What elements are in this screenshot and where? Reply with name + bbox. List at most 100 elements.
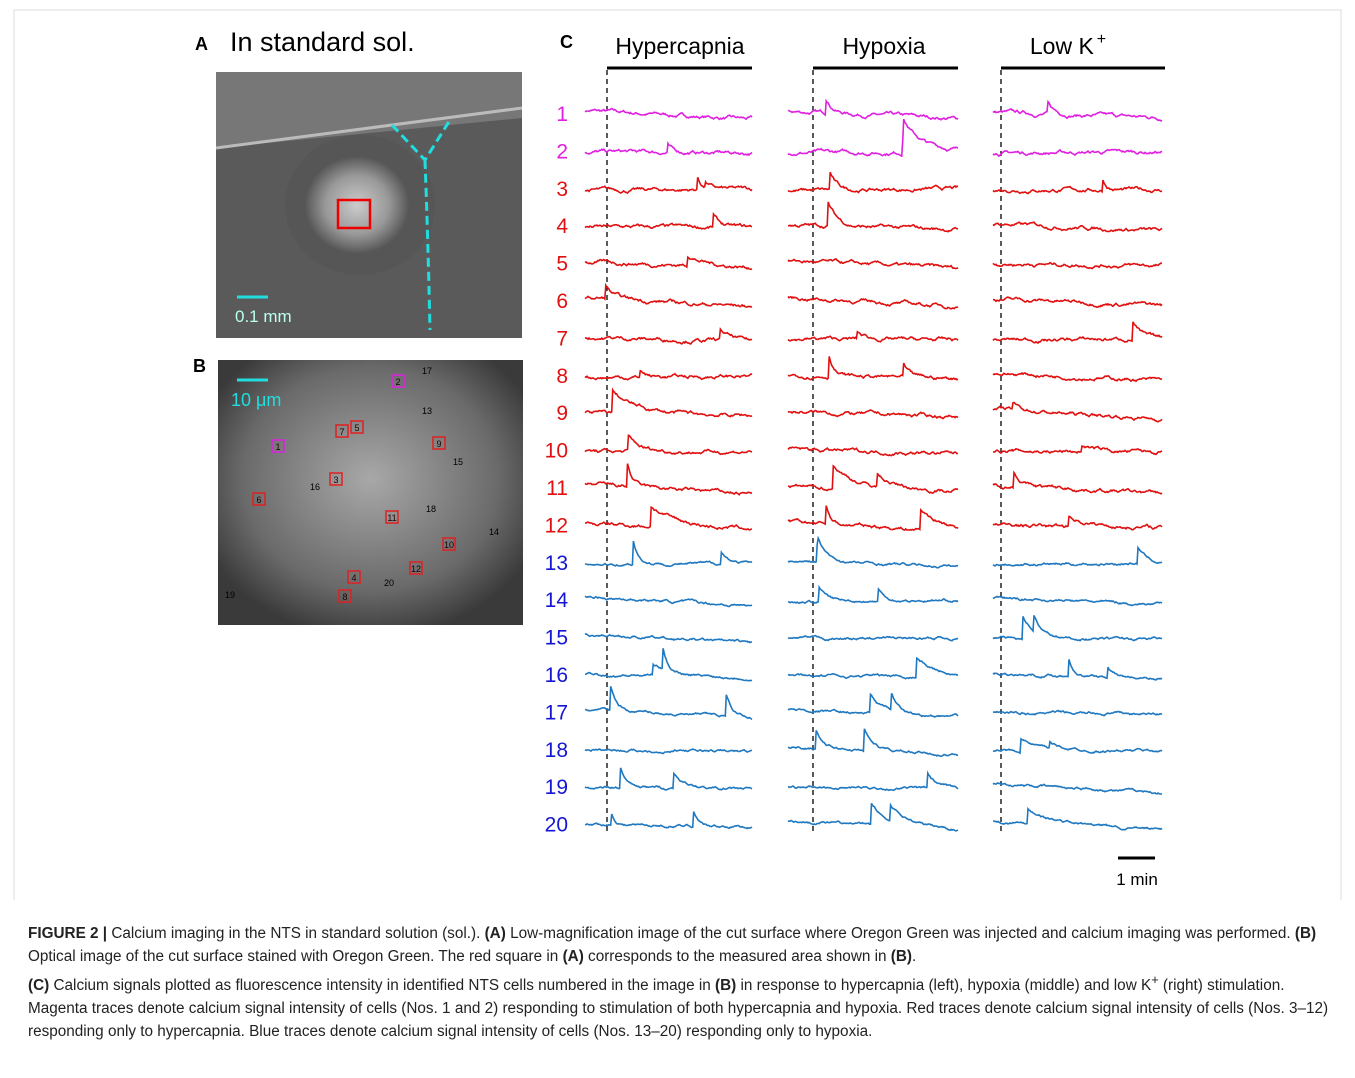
panel-label: C xyxy=(560,32,573,52)
stimulus-label: Low K + xyxy=(1030,31,1106,59)
cell-label: 13 xyxy=(422,406,432,416)
trace xyxy=(787,802,959,832)
row-label: 1 xyxy=(556,103,568,126)
row-label: 14 xyxy=(545,589,569,612)
caption-text: Low-magnification image of the cut surfa… xyxy=(505,925,1295,942)
trace xyxy=(992,99,1163,122)
trace xyxy=(584,648,753,682)
trace xyxy=(787,446,959,457)
trace xyxy=(584,141,753,157)
trace xyxy=(992,737,1163,755)
row-label: 7 xyxy=(556,327,568,350)
figure: A In standard sol. 0.1 mm B 123456789101… xyxy=(13,9,1342,900)
caption-text: Optical image of the cut surface stained… xyxy=(28,948,563,965)
stimulus-text: Hypercapnia xyxy=(615,33,744,59)
trace xyxy=(992,296,1163,309)
stimulus-text: Low K xyxy=(1030,33,1095,59)
caption-ref: (B) xyxy=(715,977,737,995)
cell-marker xyxy=(385,510,399,524)
trace xyxy=(787,656,959,680)
trace xyxy=(992,659,1163,681)
row-label: 6 xyxy=(556,290,568,313)
cell-label: 20 xyxy=(384,578,394,588)
cell-marker xyxy=(329,472,343,486)
cell-marker xyxy=(335,424,349,438)
trace xyxy=(993,444,1163,456)
caption-text: in response to hypercapnia (left), hypox… xyxy=(736,977,1152,995)
trace xyxy=(787,770,959,792)
trace xyxy=(584,686,753,720)
trace xyxy=(584,811,753,830)
row-label: 8 xyxy=(556,365,568,388)
cell-label: 3 xyxy=(333,475,338,485)
trace xyxy=(993,806,1163,831)
trace xyxy=(584,505,753,531)
cell-label: 4 xyxy=(351,573,356,583)
cell-label: 19 xyxy=(225,590,235,600)
trace xyxy=(787,409,959,420)
row-label: 2 xyxy=(556,140,568,163)
cell-label: 16 xyxy=(310,482,320,492)
caption-ref: (C) xyxy=(28,977,50,995)
row-label: 5 xyxy=(556,253,568,276)
caption-sup: + xyxy=(1151,972,1159,987)
scale-label: 0.1 mm xyxy=(235,307,292,326)
row-label: 9 xyxy=(556,402,568,425)
caption-label: FIGURE 2 | xyxy=(28,925,108,942)
trace xyxy=(787,171,959,194)
cell-label: 11 xyxy=(387,513,396,523)
caption-ref: (A) xyxy=(484,925,506,942)
caption-text: Calcium imaging in the NTS in standard s… xyxy=(111,925,485,942)
traces: Hypercapnia Hypoxia Low K +1234567891011121… xyxy=(545,31,1165,837)
cell-marker xyxy=(442,537,456,551)
cell-marker xyxy=(409,561,423,575)
caption-ref: (A) xyxy=(562,948,584,965)
trace xyxy=(584,282,753,308)
row-label: 11 xyxy=(546,477,568,500)
trace xyxy=(584,632,753,644)
trace xyxy=(992,221,1163,233)
caption-text: Calcium signals plotted as fluorescence … xyxy=(49,977,716,995)
trace xyxy=(584,327,753,346)
trace xyxy=(584,540,753,568)
trace xyxy=(992,781,1163,795)
panel-title: In standard sol. xyxy=(230,27,415,57)
trace xyxy=(787,535,959,569)
trace xyxy=(992,545,1163,567)
cell-label: 17 xyxy=(422,366,432,376)
trace xyxy=(992,371,1163,383)
cell-marker xyxy=(350,420,364,434)
trace xyxy=(584,177,753,195)
row-label: 3 xyxy=(556,178,568,201)
trace xyxy=(787,330,959,343)
trace xyxy=(584,748,753,755)
trace xyxy=(787,692,959,718)
row-label: 10 xyxy=(545,440,568,463)
cell-marker xyxy=(271,439,285,453)
cell-label: 18 xyxy=(426,504,436,514)
trace xyxy=(992,709,1163,717)
cell-label: 12 xyxy=(411,564,421,574)
frame xyxy=(13,9,1342,900)
panel-label: B xyxy=(193,356,206,376)
trace xyxy=(992,595,1163,607)
trace xyxy=(992,401,1163,423)
trace xyxy=(992,615,1163,642)
cell-label: 7 xyxy=(339,427,344,437)
trace xyxy=(992,261,1163,270)
caption-text: corresponds to the measured area shown i… xyxy=(583,948,891,965)
cell-marker xyxy=(391,374,405,388)
trace xyxy=(584,387,753,418)
row-label: 17 xyxy=(545,701,568,724)
row-label: 16 xyxy=(545,664,568,687)
cell-marker xyxy=(252,492,266,506)
row-label: 18 xyxy=(545,739,568,762)
row-label: 12 xyxy=(545,514,568,537)
trace xyxy=(992,179,1163,195)
trace xyxy=(787,118,959,158)
cell-label: 2 xyxy=(395,377,400,387)
trace xyxy=(584,463,753,496)
cell-label: 14 xyxy=(489,527,499,537)
cell-label: 10 xyxy=(444,540,454,550)
caption-ref: (B) xyxy=(1294,925,1317,942)
